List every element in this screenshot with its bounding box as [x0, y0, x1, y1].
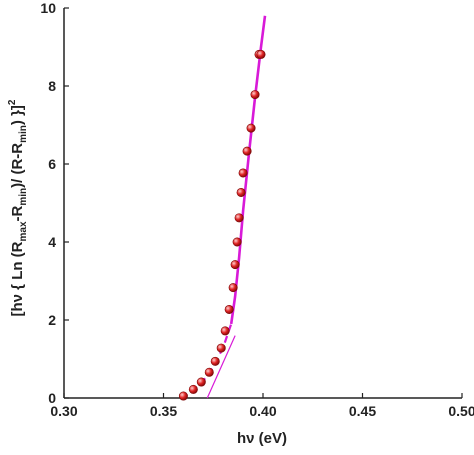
y-tick-label: 0	[48, 390, 56, 406]
y-tick-label: 4	[48, 234, 56, 250]
data-point	[232, 237, 242, 247]
x-tick-label: 0.40	[249, 403, 276, 419]
data-point	[242, 146, 252, 156]
data-point	[256, 49, 266, 59]
y-title-superscript: 2	[7, 99, 18, 105]
x-tick-label: 0.45	[349, 403, 376, 419]
y-title-sub-min-1: min	[18, 188, 29, 206]
data-point	[178, 391, 188, 401]
y-title-part-4: ) }]	[9, 105, 26, 125]
data-point	[216, 343, 226, 353]
data-point	[204, 367, 214, 377]
data-point	[196, 377, 206, 387]
y-title-part-3: )/ (R-R	[9, 143, 26, 188]
x-tick-label: 0.35	[150, 403, 177, 419]
y-title-part-1: [hν { Ln (R	[9, 241, 26, 316]
axes	[63, 7, 463, 399]
x-tick-label: 0.50	[448, 403, 474, 419]
y-tick-label: 6	[48, 156, 56, 172]
y-axis-title: [hν { Ln (Rmax-Rmin)/ (R-Rmin) }]2	[7, 99, 29, 316]
data-point	[228, 283, 238, 293]
data-point	[230, 260, 240, 270]
y-title-sub-min-2: min	[18, 125, 29, 143]
y-title-sub-max: max	[18, 221, 29, 241]
y-tick-label: 2	[48, 312, 56, 328]
data-point	[188, 384, 198, 394]
data-point	[236, 187, 246, 197]
y-title-part-2: -R	[9, 205, 26, 221]
x-tick-label: 0.30	[50, 403, 77, 419]
data-point	[246, 123, 256, 133]
y-tick-label: 10	[40, 0, 56, 16]
plot-area	[178, 15, 267, 401]
x-axis-title: hν (eV)	[237, 430, 287, 447]
data-point	[220, 326, 230, 336]
data-point	[210, 356, 220, 366]
data-point	[238, 168, 248, 178]
data-point	[224, 304, 234, 314]
data-point	[250, 90, 260, 100]
y-axis-title-group: [hν { Ln (Rmax-Rmin)/ (R-Rmin) }]2	[7, 99, 29, 316]
tick-labels: 0.30 0.35 0.40 0.45 0.50 0 2 4 6 8 10	[40, 0, 474, 419]
tangent-line	[206, 335, 236, 399]
fit-curve-solid	[229, 15, 267, 325]
y-tick-label: 8	[48, 78, 56, 94]
data-point	[234, 213, 244, 223]
